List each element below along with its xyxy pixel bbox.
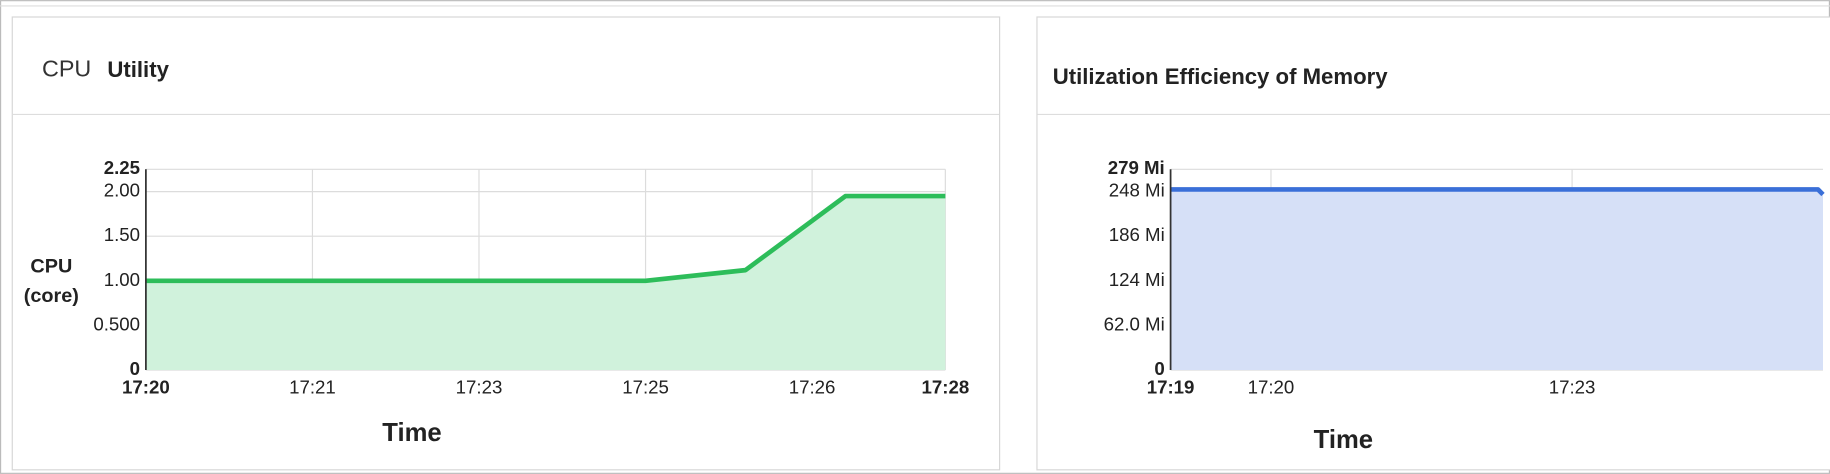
x-axis-title: Time: [1314, 426, 1373, 454]
x-tick-label: 17:20: [1248, 377, 1295, 398]
chart-title: CPU: [42, 55, 91, 81]
area: [1170, 189, 1823, 371]
y-tick-label: 0: [1154, 358, 1164, 379]
x-tick-label: 17:19: [1147, 377, 1195, 398]
x-tick-label: 17:23: [1549, 377, 1596, 398]
x-tick-label: 17:28: [921, 377, 969, 398]
y-tick-label: 1.50: [104, 224, 140, 245]
x-tick-label: 17:23: [456, 377, 503, 398]
chart-title: Utilization Efficiency of Memory: [1053, 64, 1389, 89]
y-axis-title: CPU: [30, 256, 72, 278]
y-tick-label: 2.25: [104, 157, 140, 178]
y-tick-label: 0.500: [93, 313, 140, 334]
x-tick-label: 17:21: [289, 377, 336, 398]
line: [1170, 187, 1825, 197]
y-tick-label: 124 Mi: [1109, 269, 1165, 290]
y-tick-label: 279 Mi: [1108, 157, 1165, 178]
y-tick-label: 0: [130, 358, 140, 379]
x-tick-label: 17:25: [622, 377, 669, 398]
y-tick-label: 1.00: [104, 269, 140, 290]
x-axis-title: Time: [382, 419, 441, 447]
y-tick-label: 248 Mi: [1109, 180, 1165, 201]
x-tick-label: 17:20: [122, 377, 170, 398]
line: [145, 193, 946, 284]
chart-title: Utility: [107, 57, 169, 82]
y-tick-label: 2.00: [104, 180, 140, 201]
y-tick-label: 62.0 Mi: [1104, 313, 1165, 334]
x-tick-label: 17:26: [789, 377, 836, 398]
y-axis-title: (core): [24, 285, 79, 307]
y-tick-label: 186 Mi: [1109, 224, 1165, 245]
